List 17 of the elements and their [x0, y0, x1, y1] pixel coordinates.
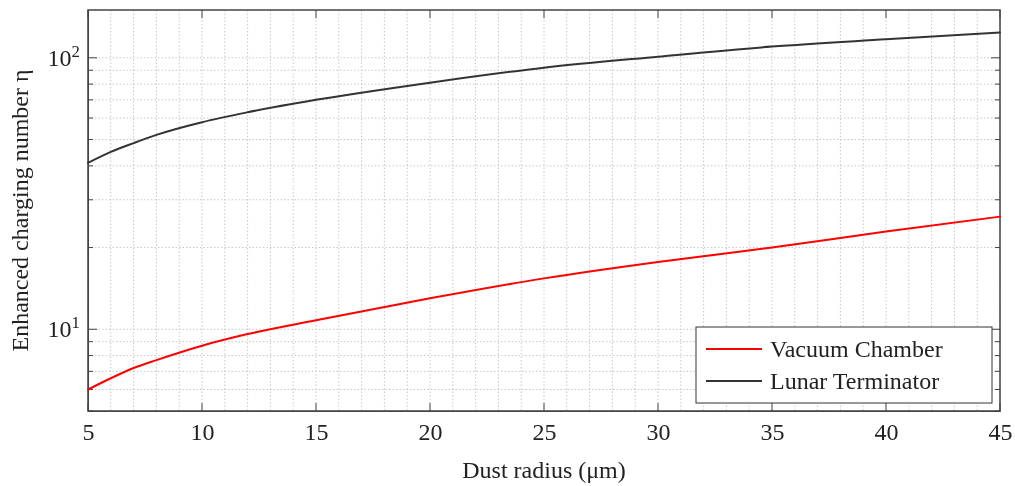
x-tick-label: 45 [988, 419, 1013, 446]
x-tick-label: 40 [874, 419, 899, 446]
x-tick-label: 25 [532, 419, 557, 446]
x-axis-title: Dust radius (μm) [462, 457, 626, 483]
y-axis-title: Enhanced charging number η [7, 69, 33, 352]
x-tick-label: 30 [646, 419, 671, 446]
x-tick-label: 15 [304, 419, 329, 446]
y-tick-label: 10$^{1}$ [47, 312, 80, 343]
legend-label: Vacuum Chamber [770, 336, 943, 362]
y-tick-label: 10$^{2}$ [47, 41, 80, 71]
x-tick-label: 35 [760, 419, 785, 446]
x-tick-label: 5 [82, 419, 95, 446]
line-series [87, 31, 1001, 164]
legend-label: Lunar Terminator [770, 368, 940, 394]
x-tick-label: 10 [190, 419, 215, 446]
x-tick-label: 20 [418, 419, 443, 446]
line-series [87, 215, 1001, 391]
